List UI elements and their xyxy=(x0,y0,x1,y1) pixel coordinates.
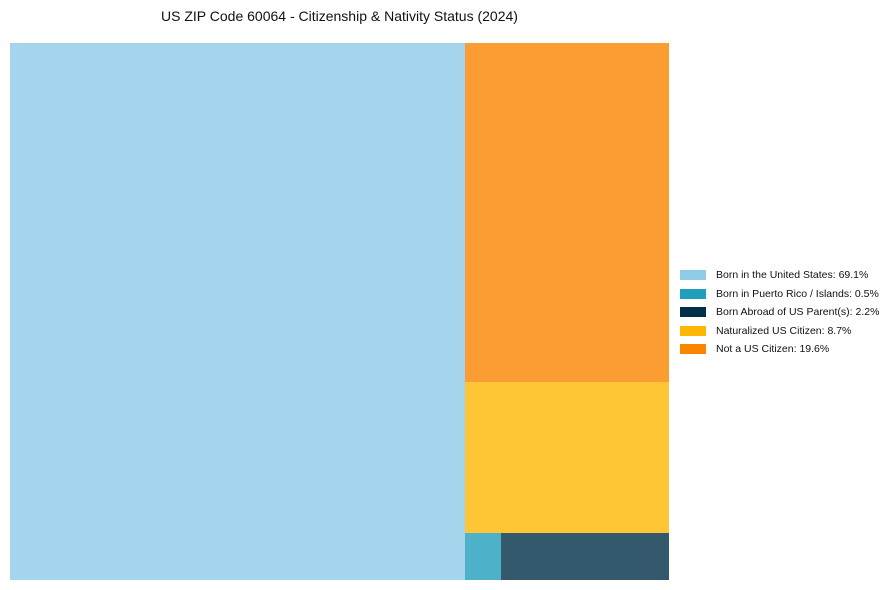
legend-swatch xyxy=(680,307,706,318)
legend-item-born-in-us[interactable]: Born in the United States: 69.1% xyxy=(680,266,879,285)
tile-born-puerto-rico[interactable] xyxy=(465,533,501,580)
legend-label: Born in the United States: 69.1% xyxy=(716,269,869,282)
legend-swatch xyxy=(680,325,706,336)
treemap-plot-area xyxy=(10,43,669,580)
tile-not-us-citizen[interactable] xyxy=(465,43,669,382)
legend-label: Naturalized US Citizen: 8.7% xyxy=(716,324,852,337)
tile-born-in-us[interactable] xyxy=(10,43,465,580)
legend-item-born-puerto-rico[interactable]: Born in Puerto Rico / Islands: 0.5% xyxy=(680,285,879,304)
legend-label: Born in Puerto Rico / Islands: 0.5% xyxy=(716,287,879,300)
legend-swatch xyxy=(680,288,706,299)
chart-title: US ZIP Code 60064 - Citizenship & Nativi… xyxy=(161,8,518,24)
legend-item-born-abroad-us-parents[interactable]: Born Abroad of US Parent(s): 2.2% xyxy=(680,303,879,322)
legend-item-not-us-citizen[interactable]: Not a US Citizen: 19.6% xyxy=(680,340,879,359)
legend-swatch xyxy=(680,344,706,355)
tile-naturalized-citizen[interactable] xyxy=(465,382,669,533)
legend: Born in the United States: 69.1% Born in… xyxy=(680,266,879,359)
tile-born-abroad-us-parents[interactable] xyxy=(501,533,669,580)
legend-label: Born Abroad of US Parent(s): 2.2% xyxy=(716,306,880,319)
legend-item-naturalized-citizen[interactable]: Naturalized US Citizen: 8.7% xyxy=(680,322,879,341)
legend-label: Not a US Citizen: 19.6% xyxy=(716,343,830,356)
legend-swatch xyxy=(680,270,706,281)
